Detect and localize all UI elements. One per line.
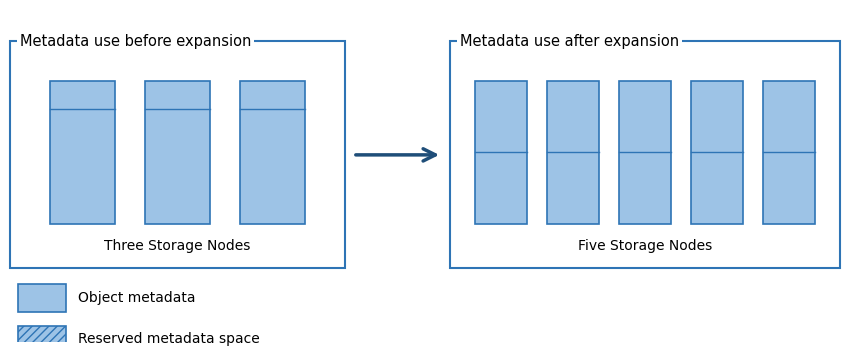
Bar: [475, 152, 527, 224]
Bar: [450, 41, 840, 268]
Bar: [619, 81, 671, 152]
Text: Metadata use before expansion: Metadata use before expansion: [20, 34, 251, 49]
Bar: [240, 81, 305, 110]
Bar: [50, 110, 115, 224]
Text: Object metadata: Object metadata: [78, 291, 195, 305]
Bar: [619, 152, 671, 224]
Bar: [145, 81, 210, 110]
Bar: [691, 152, 743, 224]
Text: Three Storage Nodes: Three Storage Nodes: [104, 239, 250, 253]
Bar: [145, 81, 210, 224]
Bar: [240, 81, 305, 224]
Bar: [50, 81, 115, 110]
Bar: [240, 110, 305, 224]
Bar: [547, 152, 599, 224]
Bar: [145, 110, 210, 224]
Text: Reserved metadata space: Reserved metadata space: [78, 332, 260, 346]
Bar: [50, 81, 115, 224]
Bar: [619, 81, 671, 224]
Text: Five Storage Nodes: Five Storage Nodes: [578, 239, 712, 253]
Bar: [763, 81, 815, 152]
Bar: [763, 152, 815, 224]
Bar: [10, 41, 345, 268]
Text: Metadata use after expansion: Metadata use after expansion: [460, 34, 679, 49]
Bar: [547, 81, 599, 152]
Bar: [547, 81, 599, 224]
Bar: [475, 81, 527, 152]
Bar: [691, 81, 743, 224]
Bar: [763, 81, 815, 224]
Bar: [691, 81, 743, 152]
Bar: [18, 325, 66, 347]
Bar: [18, 284, 66, 312]
Bar: [475, 81, 527, 224]
